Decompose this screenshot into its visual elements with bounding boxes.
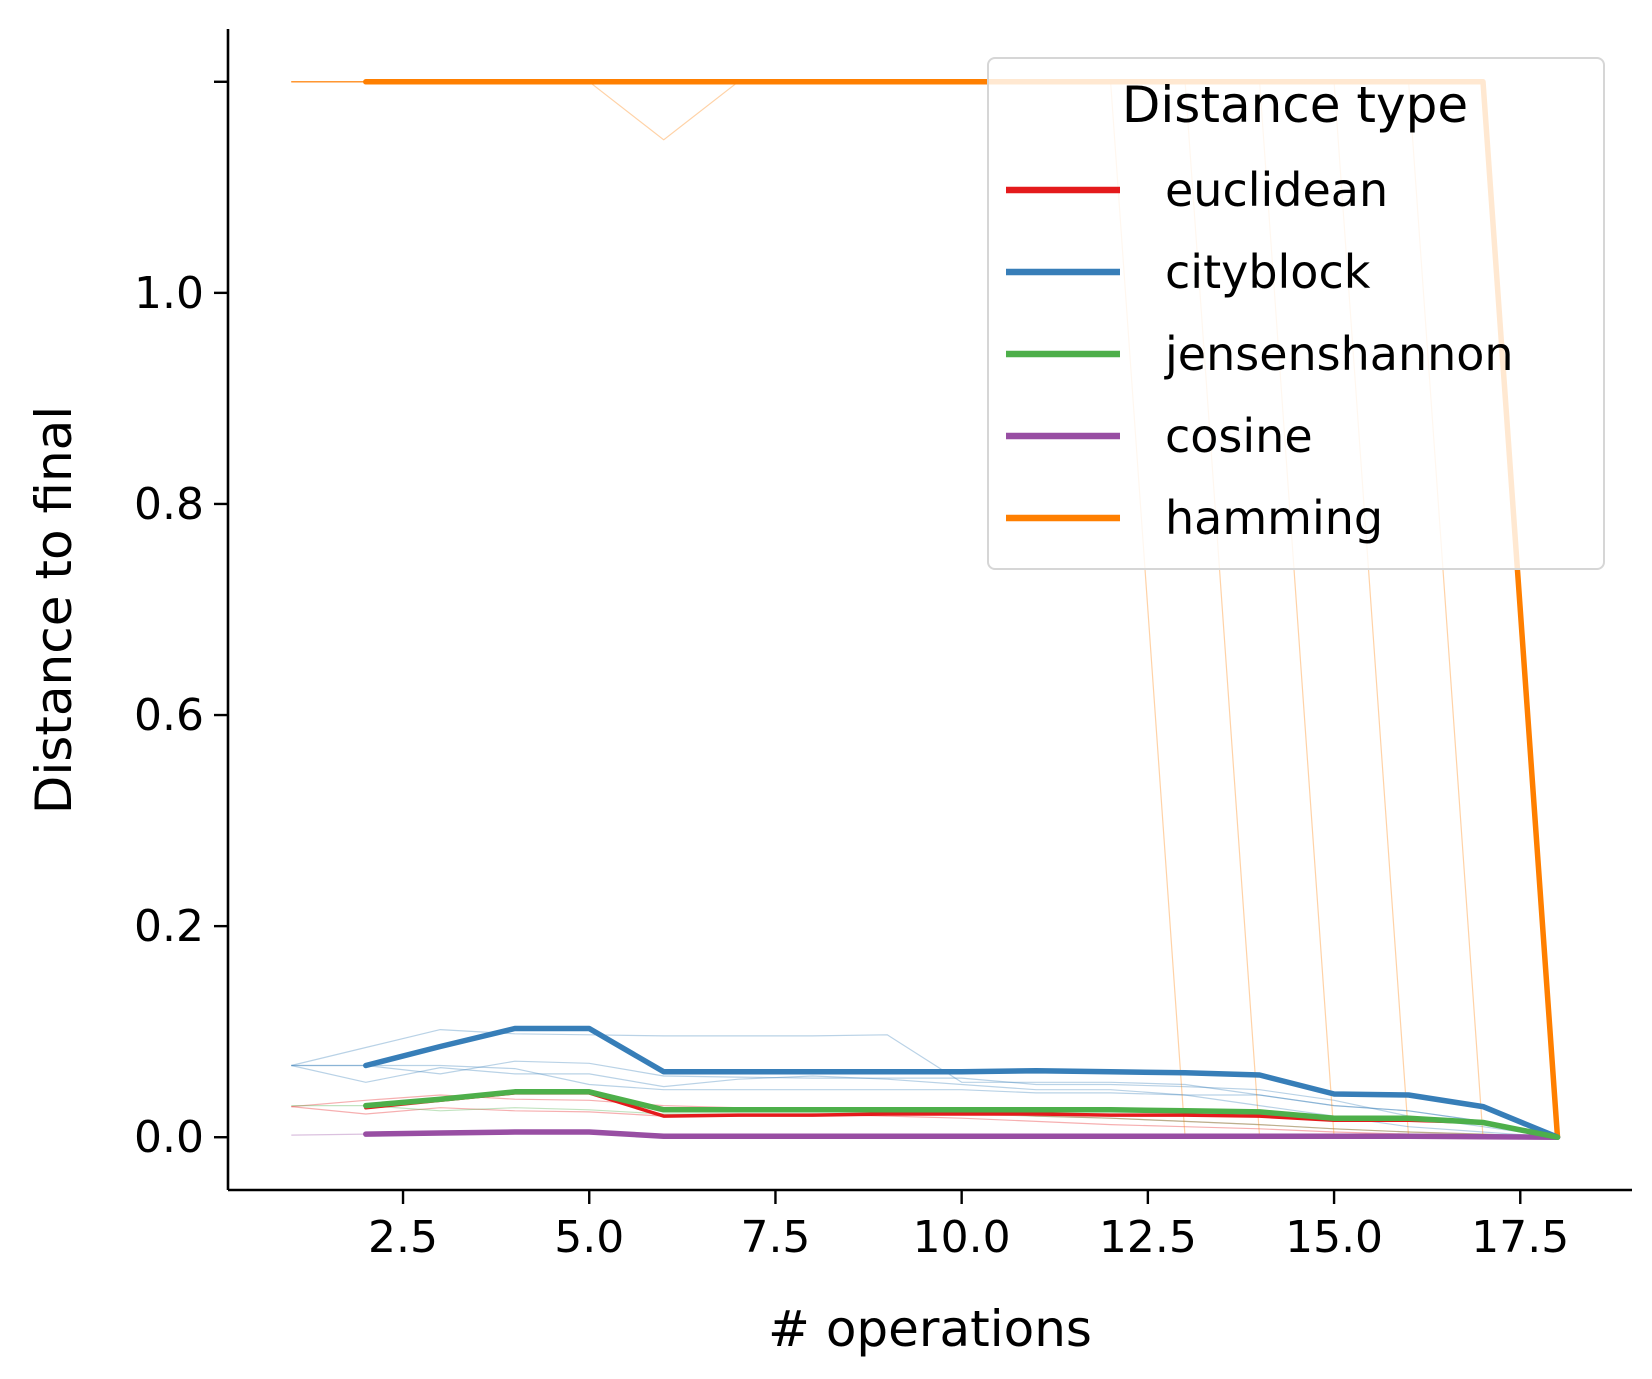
legend-entry-hamming: hamming [1006,491,1383,545]
legend-entry-cosine: cosine [1006,409,1313,463]
legend-label: jensenshannon [1164,327,1514,381]
x-tick-label: 10.0 [913,1212,1011,1263]
legend-entries: euclidean cityblock jensenshannon cosine ham… [1006,163,1514,545]
x-axis-label: # operations [768,1300,1092,1358]
cityblock-run-line [291,1060,1558,1138]
x-tick-label: 5.0 [554,1212,624,1263]
x-tick-label: 2.5 [368,1212,438,1263]
y-tick-label: 0.2 [134,901,204,952]
x-tick-label: 15.0 [1285,1212,1383,1263]
cosine-series-line [363,1129,1561,1140]
legend-label: cityblock [1165,245,1371,299]
y-tick-label: 0.0 [134,1112,204,1163]
y-tick-label: 0.8 [134,479,204,530]
x-tick-label: 7.5 [740,1212,810,1263]
legend: Distance type euclidean cityblock jensensh… [987,57,1605,570]
x-tick-label: 17.5 [1471,1212,1569,1263]
legend-label: euclidean [1165,163,1388,217]
cityblock-run-line [291,1064,1558,1138]
legend-entry-jensenshannon: jensenshannon [1006,327,1514,381]
jensenshannon-series-line [363,1089,1561,1140]
axes [226,29,1632,1192]
y-axis-label: Distance to final [25,406,83,814]
y-ticks: 0.0 0.2 0.6 0.8 1.0 [134,80,228,1163]
legend-label: cosine [1165,409,1313,463]
y-tick-label: 0.6 [134,690,204,741]
x-ticks: 2.5 5.0 7.5 10.0 12.5 15.0 17.5 [368,1190,1569,1263]
legend-entry-cityblock: cityblock [1006,245,1371,299]
legend-title: Distance type [1122,76,1468,134]
legend-box [987,57,1605,570]
x-tick-label: 12.5 [1099,1212,1197,1263]
cityblock-series-line [363,1025,1561,1140]
y-tick-label: 1.0 [134,268,204,319]
euclidean-run-line [291,1106,1558,1138]
legend-label: hamming [1165,491,1383,545]
legend-entry-euclidean: euclidean [1006,163,1388,217]
